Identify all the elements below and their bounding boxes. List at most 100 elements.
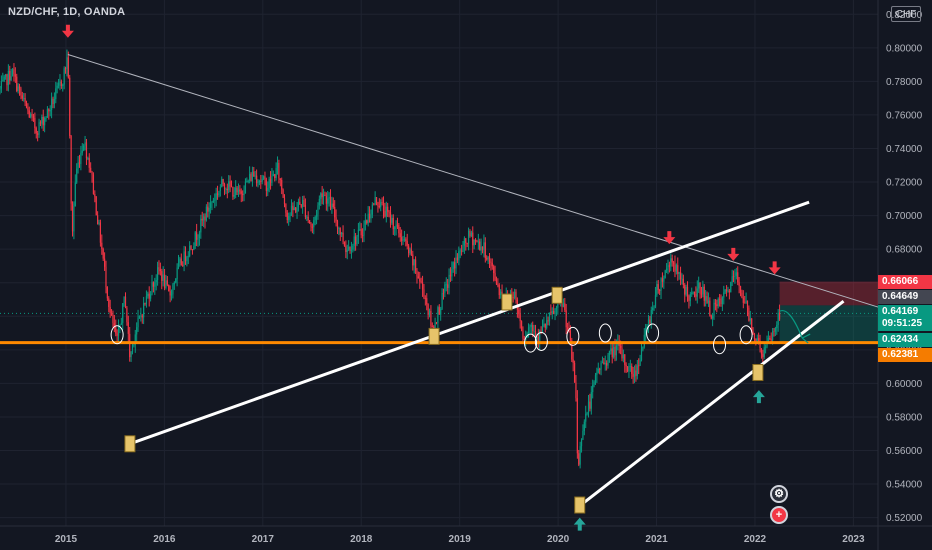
- candle-body: [88, 158, 90, 168]
- candle-body: [98, 222, 100, 225]
- price-tag-last: 0.64169 09:51:25: [878, 305, 932, 331]
- candle-body: [317, 205, 319, 215]
- candle-body: [62, 84, 64, 87]
- candle-body: [691, 292, 693, 295]
- candle-body: [474, 239, 477, 241]
- y-tick-label-15: 0.52000: [886, 513, 923, 524]
- candle-body: [257, 182, 259, 184]
- candle-body: [177, 262, 180, 268]
- candle-body: [440, 308, 442, 315]
- candle-body: [477, 241, 479, 243]
- candle-body: [412, 254, 414, 266]
- sell-arrow-0: [61, 24, 74, 38]
- candle-body: [622, 354, 624, 359]
- candle-body: [343, 242, 346, 247]
- candle-body: [85, 142, 88, 159]
- candle-body: [77, 162, 79, 169]
- y-tick-label-2: 0.78000: [886, 77, 923, 88]
- candle-body: [458, 251, 460, 261]
- candle-body: [461, 250, 463, 252]
- candle-body: [469, 230, 471, 237]
- candle-body: [720, 299, 722, 305]
- candle-body: [635, 370, 637, 376]
- candle-body: [621, 347, 623, 359]
- candle-body: [448, 274, 450, 288]
- candle-body: [230, 186, 233, 188]
- candle-body: [69, 77, 71, 136]
- sell-arrow-1: [663, 231, 676, 245]
- candle-body: [216, 193, 219, 196]
- candle-body: [278, 162, 280, 179]
- flag-box-3: [551, 286, 563, 304]
- candle-body: [179, 258, 181, 263]
- candle-body: [109, 306, 111, 314]
- candle-body: [20, 88, 22, 96]
- candle-body: [112, 314, 114, 324]
- candle-body: [269, 178, 272, 183]
- candle-body: [677, 265, 679, 274]
- candle-body: [295, 207, 297, 213]
- candle-body: [544, 323, 546, 328]
- candle-body: [198, 232, 201, 238]
- candle-body: [434, 322, 436, 330]
- candle-body: [529, 326, 531, 328]
- candle-body: [249, 174, 251, 181]
- candle-body: [657, 284, 659, 290]
- currency-badge[interactable]: CHF: [891, 6, 921, 22]
- candle-body: [28, 110, 30, 118]
- candle-body: [646, 326, 648, 328]
- candle-body: [480, 246, 482, 251]
- candle-body: [124, 296, 127, 308]
- candle-body: [308, 220, 311, 224]
- candle-body: [366, 220, 368, 224]
- candle-body: [664, 270, 666, 278]
- candle-body: [363, 224, 365, 236]
- candle-body: [48, 109, 50, 112]
- candle-body: [6, 74, 8, 86]
- flag-box-0: [124, 435, 136, 453]
- flag-box-2: [501, 293, 513, 311]
- candle-body: [310, 223, 312, 227]
- candle-body: [201, 218, 203, 221]
- touch-circle-4: [598, 323, 612, 343]
- candle-body: [281, 179, 283, 190]
- candle-body: [533, 331, 535, 332]
- candle-body: [350, 249, 353, 252]
- candle-body: [607, 354, 609, 366]
- candle-body: [205, 206, 207, 221]
- candle-body: [327, 198, 329, 204]
- candle-body: [675, 265, 677, 272]
- symbol-title: NZD/CHF, 1D, OANDA: [8, 6, 126, 18]
- candle-body: [53, 98, 55, 105]
- touch-circle-0: [110, 325, 124, 345]
- candle-body: [73, 206, 75, 232]
- candle-body: [92, 174, 95, 194]
- candle-body: [447, 284, 449, 288]
- candle-body: [115, 326, 117, 334]
- candle-body: [80, 152, 82, 164]
- candle-body: [741, 292, 743, 298]
- candle-body: [130, 352, 132, 358]
- candle-body: [459, 250, 461, 252]
- candle-body: [141, 315, 143, 318]
- candle-body: [34, 117, 36, 129]
- candle-body: [235, 187, 237, 196]
- candle-body: [203, 216, 205, 221]
- chart-settings-icon[interactable]: ⚙: [770, 485, 788, 503]
- candle-body: [223, 183, 226, 189]
- candle-body: [777, 312, 779, 325]
- candle-body: [689, 294, 691, 301]
- alert-add-icon[interactable]: +: [770, 506, 788, 524]
- candle-body: [597, 368, 599, 373]
- candle-body: [519, 314, 521, 322]
- candle-body: [46, 109, 49, 118]
- candle-body: [313, 220, 315, 228]
- candle-body: [739, 286, 742, 293]
- candle-body: [613, 347, 615, 358]
- candle-body: [57, 82, 60, 86]
- y-tick-label-13: 0.56000: [886, 446, 923, 457]
- candle-body: [403, 239, 406, 241]
- candle-body: [113, 323, 115, 327]
